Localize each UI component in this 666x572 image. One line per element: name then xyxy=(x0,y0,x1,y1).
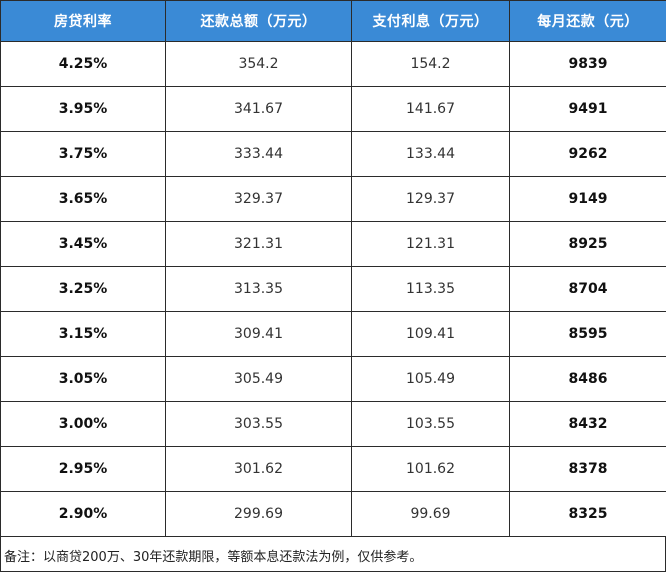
cell-total-repayment: 329.37 xyxy=(166,177,352,222)
cell-rate: 3.65% xyxy=(1,177,166,222)
cell-interest-paid: 103.55 xyxy=(352,402,510,447)
mortgage-rate-sheet: 房贷利率 还款总额（万元） 支付利息（万元） 每月还款（元） 4.25%354.… xyxy=(0,0,666,554)
mortgage-rate-table: 房贷利率 还款总额（万元） 支付利息（万元） 每月还款（元） 4.25%354.… xyxy=(0,0,666,537)
cell-rate: 3.15% xyxy=(1,312,166,357)
cell-monthly-payment: 8704 xyxy=(510,267,666,312)
cell-total-repayment: 313.35 xyxy=(166,267,352,312)
cell-interest-paid: 99.69 xyxy=(352,492,510,537)
cell-interest-paid: 109.41 xyxy=(352,312,510,357)
cell-monthly-payment: 8432 xyxy=(510,402,666,447)
header-total-repayment: 还款总额（万元） xyxy=(166,1,352,42)
cell-total-repayment: 309.41 xyxy=(166,312,352,357)
cell-rate: 2.95% xyxy=(1,447,166,492)
header-interest-paid: 支付利息（万元） xyxy=(352,1,510,42)
cell-interest-paid: 133.44 xyxy=(352,132,510,177)
cell-total-repayment: 341.67 xyxy=(166,87,352,132)
header-row: 房贷利率 还款总额（万元） 支付利息（万元） 每月还款（元） xyxy=(1,1,666,42)
cell-total-repayment: 301.62 xyxy=(166,447,352,492)
cell-rate: 3.75% xyxy=(1,132,166,177)
cell-interest-paid: 121.31 xyxy=(352,222,510,267)
cell-monthly-payment: 9491 xyxy=(510,87,666,132)
cell-interest-paid: 154.2 xyxy=(352,42,510,87)
cell-total-repayment: 321.31 xyxy=(166,222,352,267)
cell-rate: 3.00% xyxy=(1,402,166,447)
footnote: 备注：以商贷200万、30年还款期限，等额本息还款法为例，仅供参考。 xyxy=(0,537,666,572)
cell-total-repayment: 354.2 xyxy=(166,42,352,87)
cell-total-repayment: 303.55 xyxy=(166,402,352,447)
cell-monthly-payment: 8378 xyxy=(510,447,666,492)
cell-total-repayment: 305.49 xyxy=(166,357,352,402)
cell-monthly-payment: 8595 xyxy=(510,312,666,357)
cell-rate: 2.90% xyxy=(1,492,166,537)
cell-rate: 3.05% xyxy=(1,357,166,402)
cell-rate: 3.45% xyxy=(1,222,166,267)
cell-interest-paid: 101.62 xyxy=(352,447,510,492)
cell-rate: 3.25% xyxy=(1,267,166,312)
table-header: 房贷利率 还款总额（万元） 支付利息（万元） 每月还款（元） xyxy=(1,1,666,42)
cell-total-repayment: 333.44 xyxy=(166,132,352,177)
cell-interest-paid: 113.35 xyxy=(352,267,510,312)
cell-monthly-payment: 9262 xyxy=(510,132,666,177)
cell-interest-paid: 129.37 xyxy=(352,177,510,222)
cell-monthly-payment: 8325 xyxy=(510,492,666,537)
cell-monthly-payment: 8486 xyxy=(510,357,666,402)
cell-total-repayment: 299.69 xyxy=(166,492,352,537)
header-rate: 房贷利率 xyxy=(1,1,166,42)
cell-interest-paid: 105.49 xyxy=(352,357,510,402)
header-monthly-payment: 每月还款（元） xyxy=(510,1,666,42)
cell-monthly-payment: 9149 xyxy=(510,177,666,222)
cell-rate: 4.25% xyxy=(1,42,166,87)
cell-monthly-payment: 9839 xyxy=(510,42,666,87)
cell-interest-paid: 141.67 xyxy=(352,87,510,132)
cell-monthly-payment: 8925 xyxy=(510,222,666,267)
cell-rate: 3.95% xyxy=(1,87,166,132)
